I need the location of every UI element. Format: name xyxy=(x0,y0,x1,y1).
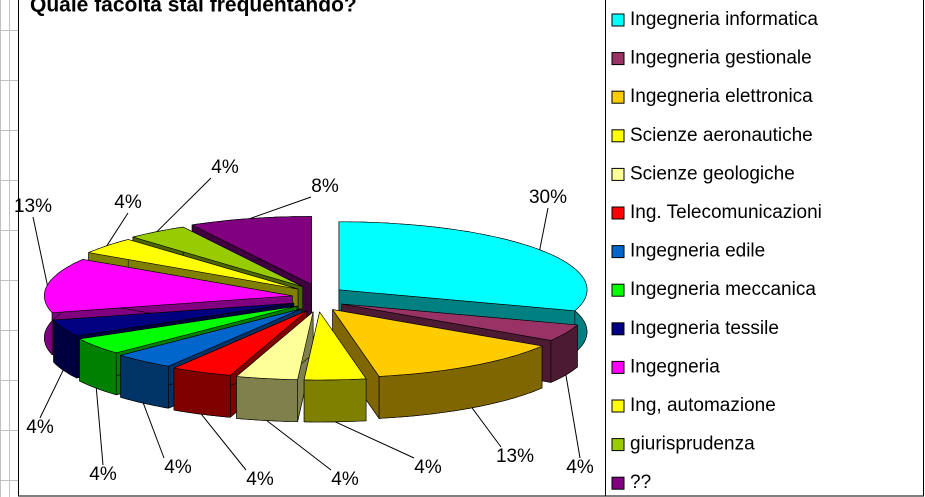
legend-swatch xyxy=(611,283,625,297)
data-label: 4% xyxy=(114,192,142,213)
leader-line xyxy=(142,403,165,459)
leader-line xyxy=(32,216,48,286)
legend-swatch xyxy=(611,245,625,259)
legend-label: Ing. Telecomunicazioni xyxy=(630,202,822,223)
legend-label: Ingegneria meccanica xyxy=(630,279,816,300)
legend-swatch xyxy=(611,399,625,413)
slice-top xyxy=(173,310,308,376)
slice-wall xyxy=(236,376,298,422)
slice-top xyxy=(79,305,298,354)
legend-swatch xyxy=(611,13,625,27)
leader-line xyxy=(539,207,549,250)
legend-label: Scienze aeronautiche xyxy=(630,125,813,146)
data-label: 4% xyxy=(246,469,274,490)
leader-line xyxy=(249,196,312,220)
data-label: 4% xyxy=(211,157,239,178)
legend-label: Ingegneria tessile xyxy=(630,318,779,339)
leader-line xyxy=(156,177,212,233)
slice-top xyxy=(53,302,295,337)
data-label: 4% xyxy=(566,457,594,478)
data-label: 13% xyxy=(496,446,534,467)
legend-swatch xyxy=(611,360,625,374)
leader-line xyxy=(334,421,415,459)
leader-line xyxy=(106,212,129,246)
slice-top xyxy=(341,303,578,341)
leader-line xyxy=(95,388,104,466)
legend-swatch xyxy=(611,129,625,143)
legend-box xyxy=(605,0,924,497)
slice-top xyxy=(303,311,367,381)
slice-top xyxy=(120,308,302,367)
data-label: 13% xyxy=(14,196,52,217)
legend-label: Ingegneria xyxy=(630,356,720,377)
legend-swatch xyxy=(611,476,625,490)
data-label: 4% xyxy=(331,469,359,490)
legend-label: Ingegneria informatica xyxy=(630,9,818,30)
leader-line xyxy=(200,413,247,471)
legend-swatch xyxy=(611,438,625,452)
legend-swatch xyxy=(611,206,625,220)
data-label: 4% xyxy=(414,457,442,478)
legend-swatch xyxy=(611,90,625,104)
data-label: 4% xyxy=(26,417,54,438)
sheet-grid xyxy=(0,0,18,497)
legend-label: Ingegneria elettronica xyxy=(630,86,813,107)
data-label: 8% xyxy=(311,176,339,197)
legend-label: Ingegneria gestionale xyxy=(630,48,812,69)
data-label: 4% xyxy=(89,464,117,485)
legend-label: Ing, automazione xyxy=(630,395,776,416)
legend-label: ?? xyxy=(630,472,651,493)
slice-wall xyxy=(303,378,367,423)
slice-wall xyxy=(173,367,231,418)
leader-line xyxy=(39,369,64,419)
chart-title: Quale facoltà stai frequentando? xyxy=(30,0,357,17)
legend-label: Ingegneria edile xyxy=(630,241,765,262)
slice-top xyxy=(236,311,314,380)
legend-label: giurisprudenza xyxy=(630,434,755,455)
slice-top xyxy=(332,309,543,377)
legend-swatch xyxy=(611,322,625,336)
leader-line xyxy=(471,407,502,448)
slice-top xyxy=(88,239,299,290)
legend-swatch xyxy=(611,52,625,66)
data-label: 4% xyxy=(164,457,192,478)
legend-label: Scienze geologiche xyxy=(630,163,795,184)
slice-top xyxy=(191,216,312,285)
leader-line xyxy=(266,420,332,471)
data-label: 30% xyxy=(529,187,567,208)
leader-line xyxy=(565,374,581,459)
legend-swatch xyxy=(611,167,625,181)
